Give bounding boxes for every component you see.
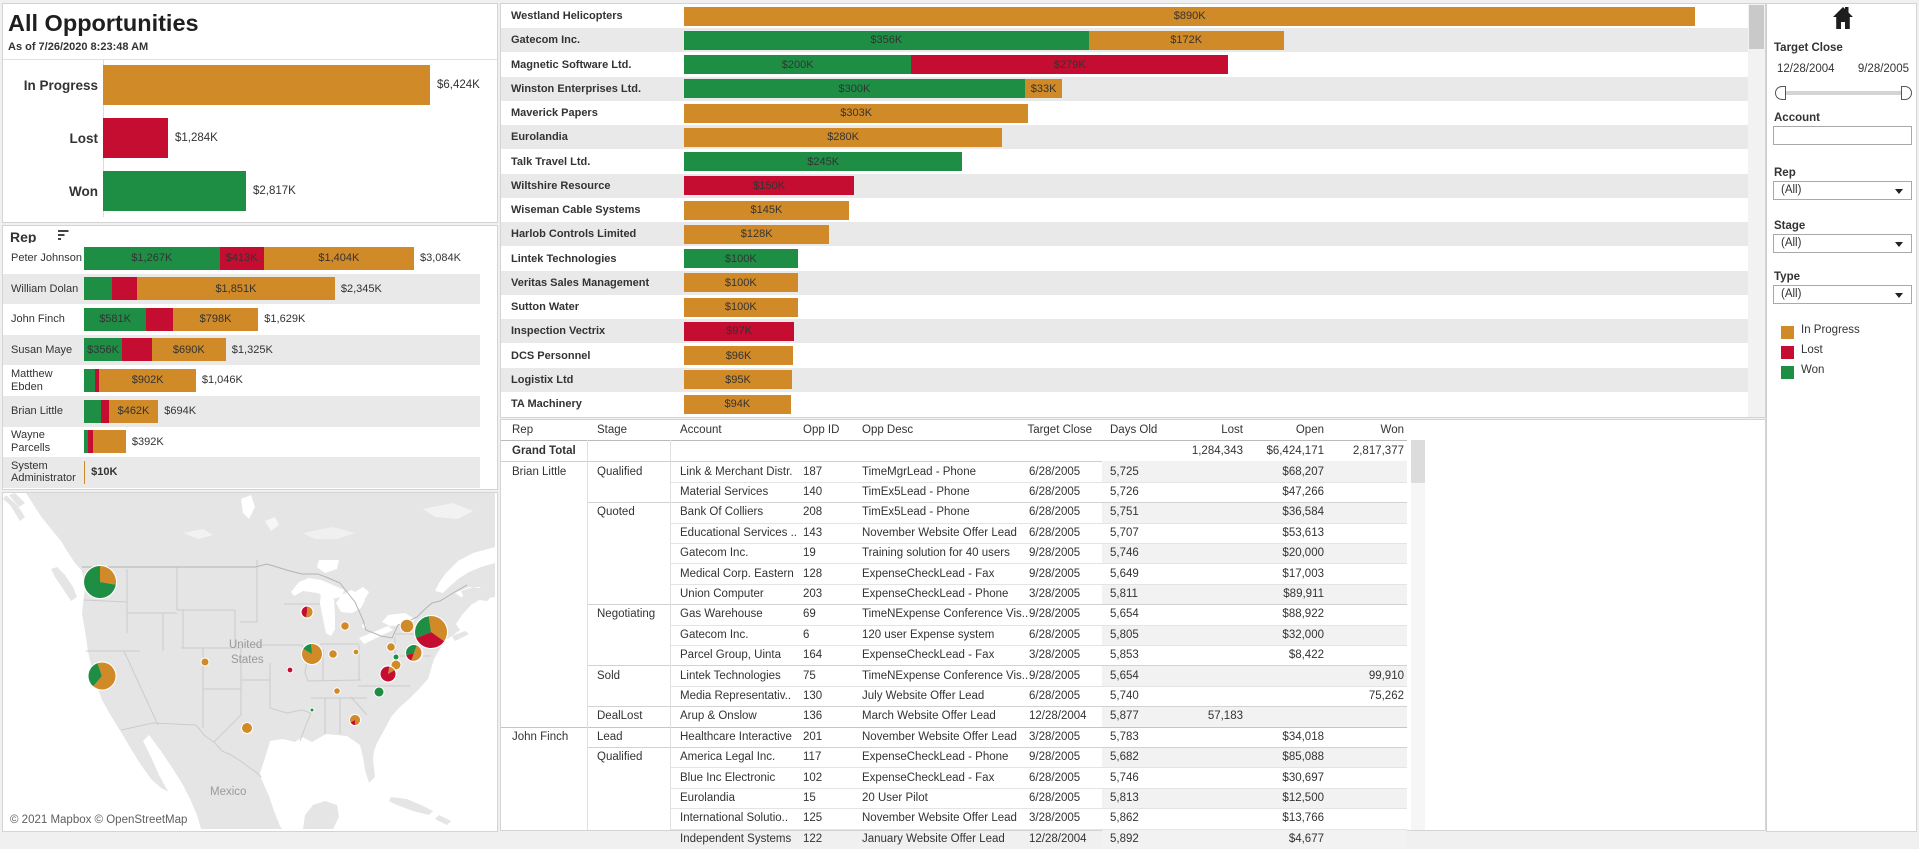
svg-text:© 2021 Mapbox © OpenStreetMap: © 2021 Mapbox © OpenStreetMap [10, 814, 187, 826]
svg-text:Mexico: Mexico [210, 786, 246, 798]
svg-text:States: States [231, 654, 264, 666]
svg-text:United: United [229, 639, 262, 651]
